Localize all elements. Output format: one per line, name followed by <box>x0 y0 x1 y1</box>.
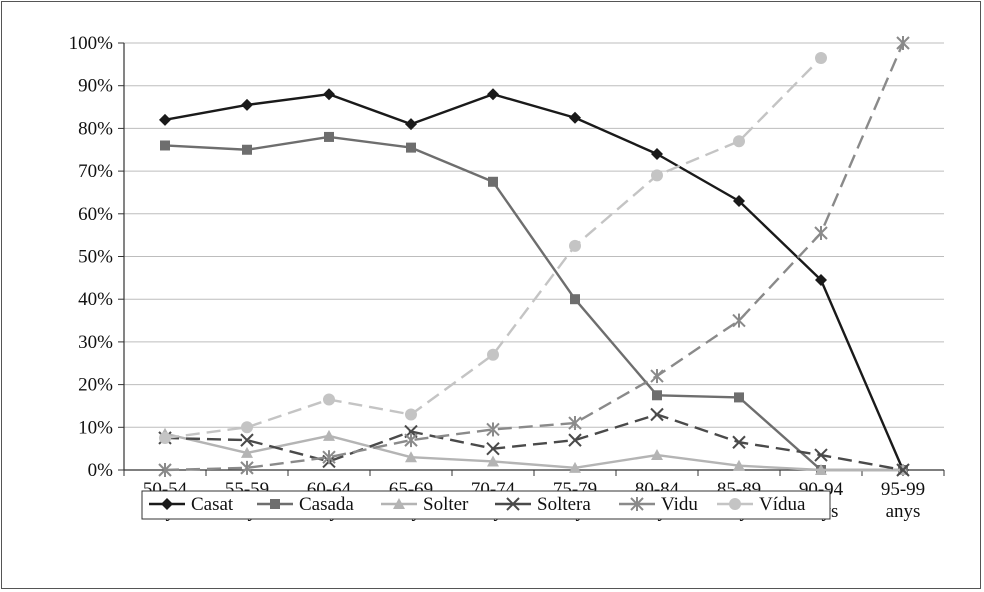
data-point-marker <box>506 497 520 511</box>
data-point-marker <box>159 431 171 444</box>
data-point-marker <box>323 393 335 406</box>
data-point-marker <box>159 113 171 126</box>
data-point-marker <box>486 441 500 456</box>
data-point-marker <box>393 498 405 509</box>
data-point-marker <box>241 98 253 111</box>
series-casada <box>160 131 908 475</box>
legend-label: Casat <box>191 494 234 515</box>
data-point-marker <box>487 455 499 467</box>
data-point-marker <box>568 433 582 447</box>
data-point-marker <box>651 449 663 461</box>
data-point-marker <box>896 36 910 50</box>
legend-label: Casada <box>299 494 354 515</box>
y-tick-label: 10% <box>78 417 113 438</box>
series-lines <box>158 36 910 477</box>
y-tick-label: 100% <box>69 33 114 54</box>
data-point-marker <box>733 194 745 207</box>
data-point-marker <box>242 144 252 155</box>
data-point-marker <box>160 140 170 151</box>
data-point-marker <box>487 348 499 361</box>
data-point-marker <box>815 51 827 64</box>
data-point-marker <box>405 118 417 131</box>
data-point-marker <box>652 390 662 401</box>
legend-box <box>141 490 831 520</box>
data-point-marker <box>569 461 581 473</box>
data-point-marker <box>487 88 499 101</box>
legend-label: Solter <box>423 494 469 515</box>
data-point-marker <box>570 294 580 305</box>
y-tick-label: 90% <box>78 76 113 97</box>
legend-item-vidu: Vidu <box>619 494 698 515</box>
data-point-marker <box>324 131 334 142</box>
data-point-marker <box>815 464 827 475</box>
data-point-marker <box>486 422 500 437</box>
legend-item-casada: Casada <box>257 494 354 515</box>
y-tick-label: 40% <box>78 289 113 310</box>
legend-label: Vídua <box>759 494 806 515</box>
data-point-marker <box>650 369 664 384</box>
data-point-marker <box>404 433 418 448</box>
series-line <box>164 432 903 472</box>
data-point-marker <box>569 239 581 252</box>
data-point-marker <box>650 407 664 422</box>
y-tick-label: 50% <box>78 247 113 268</box>
data-point-marker <box>406 142 416 153</box>
y-tick-label: 70% <box>78 161 113 182</box>
data-point-marker <box>161 498 173 510</box>
legend-item-solter: Solter <box>381 494 469 515</box>
gridlines <box>124 42 944 428</box>
series-line <box>164 93 905 471</box>
data-point-marker <box>568 416 582 431</box>
data-point-marker <box>734 392 744 403</box>
data-point-marker <box>270 499 280 509</box>
data-point-marker <box>630 497 644 511</box>
series-solter <box>159 427 909 475</box>
series-vídua <box>159 51 827 444</box>
y-tick-label: 60% <box>78 204 113 225</box>
data-point-marker <box>405 451 417 463</box>
data-point-marker <box>240 460 254 475</box>
data-point-marker <box>814 226 828 241</box>
data-point-marker <box>733 135 745 148</box>
data-point-marker <box>323 88 335 101</box>
y-tick-labels: 0% 10% 20% 30% 40% 50% 60% 70% 80% 90% 100% <box>69 33 124 481</box>
data-point-marker <box>815 273 827 286</box>
data-point-marker <box>569 111 581 124</box>
data-point-marker <box>488 176 498 187</box>
legend-item-soltera: Soltera <box>495 494 591 515</box>
y-tick-label: 0% <box>88 460 114 481</box>
data-point-marker <box>322 450 336 465</box>
data-point-marker <box>240 433 254 447</box>
series-line <box>164 413 904 472</box>
y-tick-label: 20% <box>78 375 113 396</box>
legend-label: Vidu <box>661 494 698 515</box>
data-point-marker <box>651 148 663 161</box>
series-vidu <box>158 36 910 477</box>
data-point-marker <box>732 435 746 449</box>
data-point-marker <box>323 429 335 441</box>
y-tick-label: 80% <box>78 118 113 139</box>
data-point-marker <box>158 463 172 477</box>
x-tick-label: 95-99 <box>881 479 925 500</box>
y-tick-label: 30% <box>78 332 113 353</box>
legend: Casat Casada Solter Soltera Vidu Vídua <box>141 490 831 520</box>
data-point-marker <box>729 498 741 510</box>
series-line <box>164 135 903 472</box>
data-point-marker <box>241 421 253 434</box>
data-point-marker <box>896 463 910 477</box>
data-point-marker <box>241 446 253 458</box>
data-point-marker <box>732 313 746 328</box>
data-point-marker <box>814 448 828 462</box>
x-tick-label: anys <box>886 501 921 522</box>
series-line <box>164 57 822 440</box>
legend-item-casat: Casat <box>149 494 234 515</box>
legend-item-vídua: Vídua <box>717 494 806 515</box>
data-point-marker <box>733 459 745 471</box>
data-point-marker <box>405 408 417 421</box>
data-point-marker <box>651 169 663 182</box>
legend-label: Soltera <box>537 494 591 515</box>
